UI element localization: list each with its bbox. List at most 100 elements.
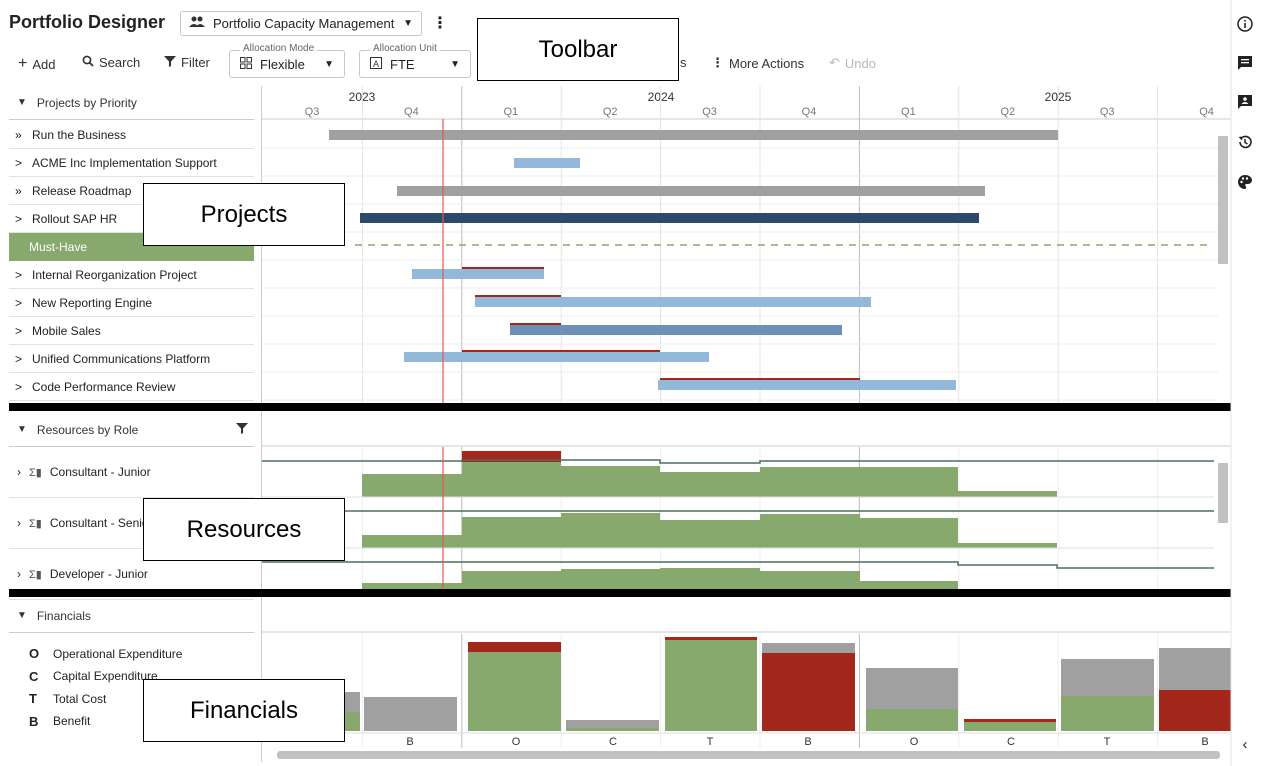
quarter-label: Q3: [305, 106, 320, 118]
chevron-right-icon[interactable]: >: [15, 351, 23, 366]
resource-row[interactable]: › Σ▮ Consultant - Senior: [9, 498, 254, 549]
projects-section-header[interactable]: ▼ Projects by Priority: [9, 86, 254, 120]
capacity-bar: [362, 474, 462, 497]
chevron-right-icon[interactable]: >: [15, 267, 23, 282]
quarter-label: Q2: [603, 106, 618, 118]
project-bar: [412, 269, 544, 279]
filter-button-label: Filter: [181, 55, 210, 70]
portfolio-select-value: Portfolio Capacity Management: [213, 16, 395, 31]
comments-icon[interactable]: [1234, 52, 1256, 74]
callout-projects: Projects: [143, 183, 345, 246]
project-label: Must-Have: [29, 240, 88, 254]
filter-icon[interactable]: [236, 422, 248, 437]
search-icon: [82, 55, 94, 70]
filter-icon: [164, 55, 176, 70]
allocation-mode-select[interactable]: Allocation Mode Flexible ▼: [229, 43, 345, 78]
project-bar: [514, 158, 580, 168]
quarter-label: Q3: [1100, 106, 1115, 118]
resource-label: Consultant - Senior: [49, 516, 153, 530]
capacity-bar: [462, 517, 561, 548]
chevron-right-icon[interactable]: >: [15, 323, 23, 338]
search-button[interactable]: Search: [82, 55, 140, 70]
chevron-down-icon: ▼: [403, 18, 413, 29]
projects-resources-splitter[interactable]: [9, 403, 1231, 411]
allocation-unit-select[interactable]: Allocation Unit A FTE ▼: [359, 43, 471, 78]
capacity-bar: [760, 514, 860, 548]
allocation-unit-legend: Allocation Unit: [370, 43, 440, 54]
resource-row[interactable]: › Σ▮ Consultant - Junior: [9, 447, 254, 498]
font-a-icon: A: [370, 56, 382, 72]
project-label: Mobile Sales: [32, 323, 101, 338]
project-label: ACME Inc Implementation Support: [32, 155, 217, 170]
palette-icon[interactable]: [1234, 171, 1256, 193]
financial-bar: [964, 719, 1056, 722]
capacity-bar: [660, 520, 760, 548]
chevron-right-icon[interactable]: ›: [17, 465, 21, 479]
chevron-right-icon[interactable]: >: [15, 155, 23, 170]
triangle-down-icon: ▼: [17, 97, 27, 108]
callout-resources: Resources: [143, 498, 345, 561]
project-bar: [475, 297, 871, 307]
chevron-right-icon[interactable]: >: [15, 379, 23, 394]
double-chevron-icon[interactable]: »: [15, 127, 22, 142]
financial-bar: [762, 643, 855, 653]
financial-legend-item: O Operational Expenditure: [29, 646, 182, 661]
project-label: Unified Communications Platform: [32, 351, 211, 366]
capacity-bar: [760, 467, 860, 497]
history-icon[interactable]: [1234, 131, 1256, 153]
financials-section-header[interactable]: ▼ Financials: [9, 599, 254, 633]
project-row[interactable]: > Unified Communications Platform: [9, 345, 254, 373]
undo-button[interactable]: ↶ Undo: [829, 55, 876, 71]
hidden-toolbar-button[interactable]: s: [680, 55, 687, 70]
legend-key: C: [29, 668, 39, 684]
add-button-label: Add: [32, 56, 56, 72]
resources-financials-splitter[interactable]: [9, 589, 1231, 597]
financials-header-label: Financials: [36, 608, 91, 623]
project-row[interactable]: > Rollout SAP HR: [9, 205, 254, 233]
capacity-bar: [660, 472, 760, 497]
capacity-bar: [561, 466, 660, 497]
chevron-right-icon[interactable]: >: [15, 295, 23, 310]
role-group-icon: Σ▮: [29, 517, 42, 530]
project-bar: [397, 186, 985, 196]
financial-legend-item: B Benefit: [29, 714, 90, 729]
capacity-bar: [860, 467, 958, 497]
financial-bar: [665, 637, 757, 640]
financial-bar: [1159, 648, 1231, 690]
filter-button[interactable]: Filter: [164, 55, 210, 70]
chevron-right-icon[interactable]: ›: [17, 567, 21, 581]
financial-bar: [566, 720, 659, 728]
more-actions-button[interactable]: ⋮ More Actions: [711, 55, 804, 71]
project-label: Internal Reorganization Project: [32, 267, 197, 282]
info-icon[interactable]: [1234, 13, 1256, 35]
collapse-chevron-icon[interactable]: ‹: [1242, 735, 1248, 753]
financial-bar: [866, 668, 958, 709]
contact-card-icon[interactable]: [1234, 91, 1256, 113]
svg-text:A: A: [373, 59, 379, 69]
role-group-icon: Σ▮: [29, 466, 42, 479]
project-row[interactable]: > New Reporting Engine: [9, 289, 254, 317]
project-row[interactable]: » Release Roadmap: [9, 177, 254, 205]
add-button[interactable]: + Add: [18, 55, 55, 73]
chevron-right-icon[interactable]: >: [15, 211, 23, 226]
resource-row[interactable]: › Σ▮ Developer - Junior: [9, 549, 254, 600]
project-row[interactable]: > Mobile Sales: [9, 317, 254, 345]
people-icon: [189, 16, 205, 31]
resources-section-header[interactable]: ▼ Resources by Role: [9, 413, 254, 447]
project-row[interactable]: > ACME Inc Implementation Support: [9, 149, 254, 177]
project-label: Run the Business: [32, 127, 127, 142]
horizontal-scrollbar-thumb: [277, 751, 1220, 759]
double-chevron-icon[interactable]: »: [15, 183, 22, 198]
financial-bar: [1159, 690, 1231, 731]
project-row[interactable]: » Run the Business: [9, 121, 254, 149]
quarter-label: Q4: [1199, 106, 1214, 118]
project-row[interactable]: > Code Performance Review: [9, 373, 254, 401]
resources-scrollbar-thumb: [1218, 463, 1228, 523]
chevron-right-icon[interactable]: ›: [17, 516, 21, 530]
portfolio-select[interactable]: Portfolio Capacity Management ▼: [180, 11, 422, 36]
project-row[interactable]: > Internal Reorganization Project: [9, 261, 254, 289]
capacity-bar: [760, 571, 860, 589]
project-label: Code Performance Review: [32, 379, 176, 394]
more-vert-icon[interactable]: ⋮: [432, 15, 448, 32]
